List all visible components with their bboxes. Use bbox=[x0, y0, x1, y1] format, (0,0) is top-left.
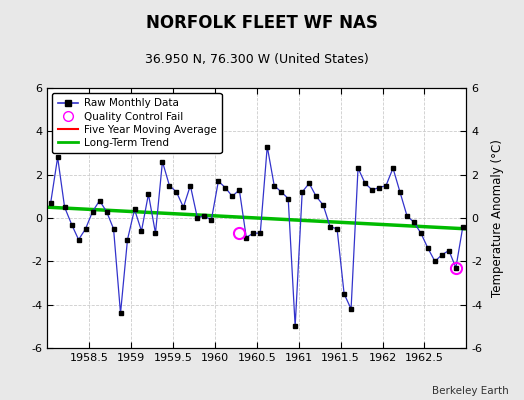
Title: 36.950 N, 76.300 W (United States): 36.950 N, 76.300 W (United States) bbox=[145, 53, 369, 66]
Text: NORFOLK FLEET WF NAS: NORFOLK FLEET WF NAS bbox=[146, 14, 378, 32]
Y-axis label: Temperature Anomaly (°C): Temperature Anomaly (°C) bbox=[490, 139, 504, 297]
Legend: Raw Monthly Data, Quality Control Fail, Five Year Moving Average, Long-Term Tren: Raw Monthly Data, Quality Control Fail, … bbox=[52, 93, 222, 153]
Text: Berkeley Earth: Berkeley Earth bbox=[432, 386, 508, 396]
